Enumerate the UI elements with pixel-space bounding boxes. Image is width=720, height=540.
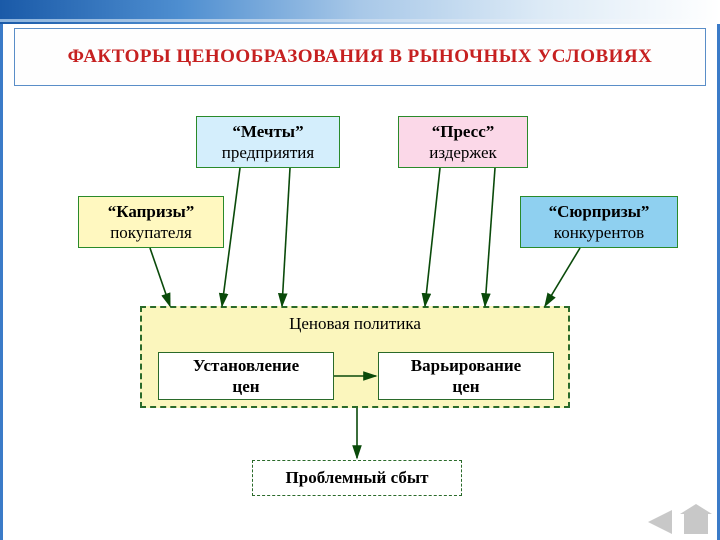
nav-back-icon[interactable]	[648, 510, 672, 534]
factor-dreams-l2: предприятия	[222, 143, 314, 162]
factor-surprises-l2: конкурентов	[554, 223, 644, 242]
factor-press: “Пресс” издержек	[398, 116, 528, 168]
page-title: ФАКТОРЫ ЦЕНООБРАЗОВАНИЯ В РЫНОЧНЫХ УСЛОВ…	[68, 46, 653, 68]
policy-varying: Варьирование цен	[378, 352, 554, 400]
policy-setting: Установление цен	[158, 352, 334, 400]
factor-surprises-l1: “Сюрпризы”	[549, 202, 650, 221]
factor-dreams-l1: “Мечты”	[232, 122, 303, 141]
nav-home-icon[interactable]	[684, 514, 708, 534]
factor-whims-l1: “Капризы”	[108, 202, 195, 221]
factor-whims-l2: покупателя	[110, 223, 192, 242]
policy-varying-l2: цен	[452, 377, 479, 396]
diagram-canvas: “Мечты” предприятия “Пресс” издержек “Ка…	[0, 90, 720, 540]
title-bar: ФАКТОРЫ ЦЕНООБРАЗОВАНИЯ В РЫНОЧНЫХ УСЛОВ…	[14, 28, 706, 86]
policy-setting-l2: цен	[232, 377, 259, 396]
factor-whims: “Капризы” покупателя	[78, 196, 224, 248]
factor-dreams: “Мечты” предприятия	[196, 116, 340, 168]
header-stripe	[0, 0, 720, 24]
policy-varying-l1: Варьирование	[411, 356, 521, 375]
output-box: Проблемный сбыт	[252, 460, 462, 496]
factor-surprises: “Сюрпризы” конкурентов	[520, 196, 678, 248]
factor-press-l2: издержек	[429, 143, 497, 162]
policy-setting-l1: Установление	[193, 356, 299, 375]
output-label: Проблемный сбыт	[286, 467, 429, 488]
factor-press-l1: “Пресс”	[432, 122, 495, 141]
policy-label: Ценовая политика	[142, 314, 568, 334]
